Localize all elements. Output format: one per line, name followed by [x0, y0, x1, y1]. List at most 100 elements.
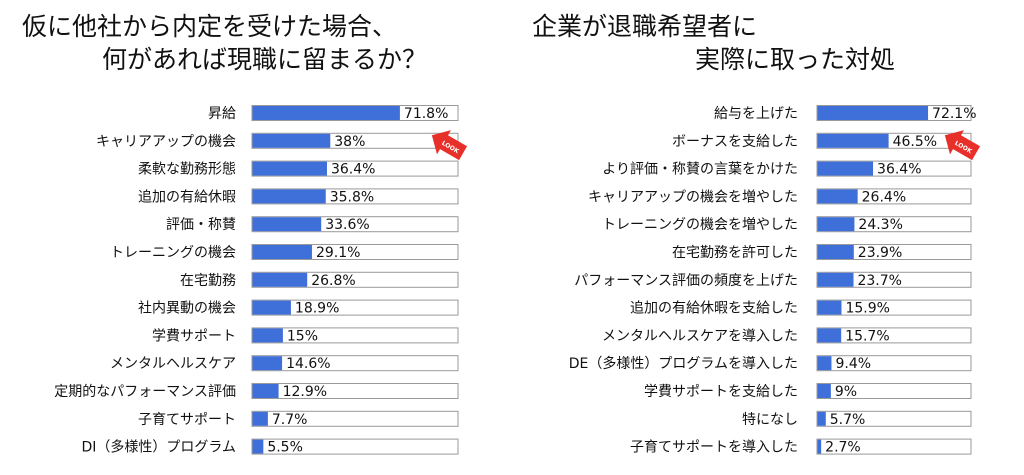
- right-chart-category-label: 特になし: [742, 412, 798, 428]
- right-chart-title-line-2: 実際に取った対処: [695, 45, 896, 74]
- left-bar-chart: 昇給 71.8% キャリアアップの機会 38% 柔軟な勤務形態 36.4% 追加の有給休暇 3…: [54, 105, 468, 456]
- right-chart-category-label: 学費サポートを支給した: [644, 384, 798, 400]
- left-chart-value-label: 18.9%: [295, 301, 339, 317]
- right-chart-row: 特になし 5.7%: [742, 410, 972, 428]
- left-chart-bar: [252, 439, 264, 454]
- right-chart-value-label: 72.1%: [932, 106, 976, 122]
- right-chart-row: メンタルヘルスケアを導入した 15.7%: [602, 327, 972, 344]
- left-chart-category-label: 柔軟な勤務形態: [138, 162, 236, 178]
- right-chart-bar-track: [816, 299, 972, 316]
- right-chart-value-label: 46.5%: [893, 134, 937, 150]
- right-chart-value-label: 15.9%: [845, 301, 889, 317]
- left-chart-category-label: キャリアアップの機会: [96, 134, 236, 150]
- left-chart-value-label: 35.8%: [330, 189, 374, 205]
- right-chart-bar-track: [816, 271, 972, 288]
- right-chart-panel: 企業が退職希望者に 実際に取った対処 給与を上げた 72.1% ボーナスを支給した 4…: [512, 0, 1024, 475]
- right-chart-category-label: 追加の有給休暇を支給した: [630, 301, 798, 317]
- left-chart-bar-track: [251, 383, 459, 399]
- left-chart-bar: [252, 328, 283, 343]
- left-chart-bar: [252, 300, 291, 315]
- right-chart-bar-track: [816, 327, 972, 344]
- right-chart-category-label: メンタルヘルスケアを導入した: [602, 328, 798, 344]
- right-chart-row: DE（多様性）プログラムを導入した 9.4%: [569, 355, 972, 372]
- left-chart-row: 定期的なパフォーマンス評価 12.9%: [54, 383, 459, 400]
- right-chart-bar-track: [816, 216, 972, 233]
- left-chart-value-label: 7.7%: [272, 412, 308, 428]
- left-chart-value-label: 15%: [287, 328, 318, 344]
- left-chart-value-label: 36.4%: [331, 162, 375, 178]
- left-chart-bar: [252, 411, 268, 426]
- left-chart-bar-track: [251, 438, 459, 455]
- left-chart-category-label: 子育てサポート: [138, 412, 236, 428]
- left-chart-value-label: 71.8%: [404, 106, 448, 122]
- left-chart-bar: [252, 133, 331, 148]
- right-chart-title-line-1: 企業が退職希望者に: [532, 12, 758, 41]
- right-chart-row: 給与を上げた 72.1%: [714, 105, 977, 122]
- right-chart-row: キャリアアップの機会を増やした 26.4%: [588, 188, 972, 205]
- left-chart-category-label: 在宅勤務: [180, 273, 236, 289]
- right-chart-value-label: 26.4%: [862, 189, 906, 205]
- left-chart-category-label: DI（多様性）プログラム: [82, 439, 237, 456]
- right-chart-bar-track: [816, 355, 972, 372]
- left-chart-panel: 仮に他社から内定を受けた場合、 何があれば現職に留まるか？ 昇給 71.8% キャリ…: [22, 12, 468, 456]
- left-chart-category-label: 追加の有給休暇: [138, 189, 236, 205]
- left-chart-row: 社内異動の機会 18.9%: [138, 299, 459, 317]
- right-chart-category-label: ボーナスを支給した: [672, 134, 798, 150]
- left-chart-category-label: メンタルヘルスケア: [110, 356, 236, 372]
- right-chart-bar: [817, 133, 889, 148]
- right-chart-row: パフォーマンス評価の頻度を上げた 23.7%: [574, 271, 972, 289]
- right-chart-value-label: 9.4%: [835, 356, 871, 372]
- right-chart-category-label: より評価・称賛の言葉をかけた: [602, 162, 798, 178]
- right-chart-arrow-shape: [944, 130, 981, 161]
- right-chart-category-label: DE（多様性）プログラムを導入した: [569, 355, 798, 372]
- right-chart-value-label: 23.7%: [857, 273, 901, 289]
- right-chart-category-label: 在宅勤務を許可した: [672, 245, 798, 261]
- left-chart-arrow-shape: [431, 130, 468, 161]
- right-chart-value-label: 15.7%: [845, 328, 889, 344]
- right-chart-bar: [817, 161, 874, 176]
- left-chart-row: 追加の有給休暇 35.8%: [138, 188, 459, 205]
- left-chart-bar-track: [251, 410, 459, 427]
- right-chart-bar-track: [816, 438, 972, 455]
- right-chart-category-label: トレーニングの機会を増やした: [602, 217, 798, 233]
- right-chart-bar: [817, 328, 842, 343]
- left-chart-bar-track: [251, 355, 459, 372]
- left-chart-category-label: 昇給: [208, 106, 236, 122]
- left-chart-bar: [252, 245, 312, 259]
- left-chart-bar-track: [251, 327, 459, 344]
- right-chart-category-label: パフォーマンス評価の頻度を上げた: [574, 273, 798, 289]
- right-chart-value-label: 23.9%: [858, 245, 902, 261]
- left-chart-value-label: 12.9%: [283, 384, 327, 400]
- left-chart-row: メンタルヘルスケア 14.6%: [110, 355, 459, 372]
- left-chart-value-label: 38%: [334, 134, 365, 150]
- left-chart-row: トレーニングの機会 29.1%: [110, 244, 459, 261]
- right-chart-row: 学費サポートを支給した 9%: [644, 383, 972, 400]
- right-chart-bar: [817, 384, 831, 398]
- left-chart-bar: [252, 161, 327, 176]
- left-chart-row: 評価・称賛 33.6%: [166, 216, 459, 233]
- left-chart-row: 子育てサポート 7.7%: [138, 410, 459, 428]
- left-chart-title-line-1: 仮に他社から内定を受けた場合、: [22, 12, 398, 41]
- left-chart-row: 柔軟な勤務形態 36.4%: [138, 160, 459, 178]
- right-chart-value-label: 9%: [835, 384, 857, 400]
- left-chart-bar: [252, 384, 279, 398]
- left-chart-category-label: 評価・称賛: [166, 217, 236, 233]
- left-chart-value-label: 5.5%: [267, 440, 303, 456]
- right-chart-bar: [817, 272, 854, 287]
- left-chart-row: DI（多様性）プログラム 5.5%: [82, 438, 459, 456]
- left-chart-value-label: 33.6%: [325, 217, 369, 233]
- right-chart-category-label: 子育てサポートを導入した: [630, 440, 798, 456]
- right-chart-bar: [817, 356, 832, 371]
- right-chart-bar-track: [816, 383, 972, 399]
- right-chart-row: トレーニングの機会を増やした 24.3%: [602, 216, 972, 233]
- left-chart-value-label: 29.1%: [316, 245, 360, 261]
- left-chart-bar: [252, 217, 322, 232]
- left-chart-bar: [252, 106, 400, 120]
- left-chart-row: キャリアアップの機会 38%: [96, 132, 459, 150]
- right-chart-category-label: キャリアアップの機会を増やした: [588, 189, 798, 205]
- right-bar-chart: 給与を上げた 72.1% ボーナスを支給した 46.5% より評価・称賛の言葉をかけた 3…: [569, 105, 981, 456]
- left-chart-row: 昇給 71.8%: [208, 105, 459, 122]
- right-chart-value-label: 2.7%: [825, 440, 861, 456]
- left-chart-title-line-2: 何があれば現職に留まるか？: [102, 45, 428, 74]
- right-chart-row: 在宅勤務を許可した 23.9%: [672, 244, 972, 261]
